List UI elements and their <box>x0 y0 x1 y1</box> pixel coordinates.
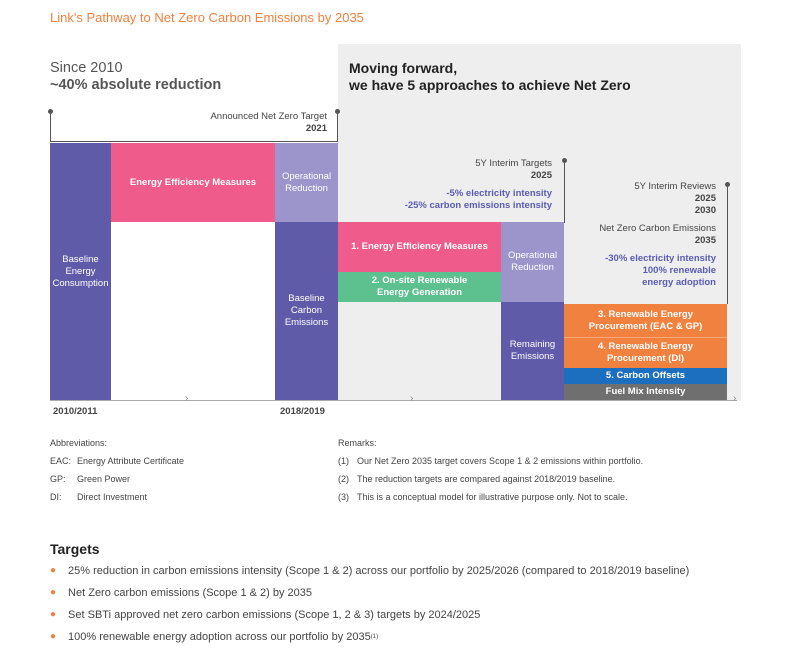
remark-item: (3) This is a conceptual model for illust… <box>338 492 628 502</box>
remaining-emissions-block: Remaining Emissions <box>501 302 564 400</box>
moving-line1: Moving forward, <box>349 60 458 76</box>
remark-item: (1) Our Net Zero 2035 target covers Scope… <box>338 456 644 466</box>
interim-targets-label: 5Y Interim Targets <box>475 158 552 169</box>
operational-reduction-block-1: Operational Reduction <box>275 143 338 222</box>
moving-line2: we have 5 approaches to achieve Net Zero <box>349 77 631 93</box>
bracket-left-dot <box>48 109 53 114</box>
axis-label-2018: 2018/2019 <box>280 406 325 417</box>
footnote-ref: (1) <box>370 634 379 640</box>
axis-label-2010: 2010/2011 <box>53 406 98 417</box>
announced-label: Announced Net Zero Target <box>210 111 327 122</box>
axis-arrow-icon: › <box>185 393 189 404</box>
announced-year: 2021 <box>305 123 327 134</box>
since-line2: ~40% absolute reduction <box>50 77 222 93</box>
target-item: ● Set SBTi approved net zero carbon emiss… <box>50 607 689 629</box>
bracket-bottom-line <box>50 141 338 142</box>
net-zero-year: 2035 <box>694 235 716 246</box>
axis-arrow-icon: › <box>410 393 414 404</box>
remark-item: (2) The reduction targets are compared ag… <box>338 474 616 484</box>
interim-reviews-line <box>727 184 728 304</box>
announced-target-label: Announced Net Zero Target 2021 <box>180 111 327 135</box>
interim-reviews-label: 5Y Interim Reviews <box>634 181 716 192</box>
interim-reviews-item2: 100% renewable <box>642 265 716 276</box>
interim-targets-line <box>564 160 565 223</box>
energy-efficiency-block: Energy Efficiency Measures <box>111 143 275 222</box>
interim-reviews-year2: 2030 <box>694 205 716 216</box>
abbreviations-heading: Abbreviations: <box>50 438 108 448</box>
bullet-icon: ● <box>50 587 57 598</box>
interim-targets-dot <box>562 158 567 163</box>
target-item: ● Net Zero carbon emissions (Scope 1 & 2)… <box>50 585 689 607</box>
interim-reviews-item1: -30% electricity intensity <box>605 253 716 264</box>
targets-list: ● 25% reduction in carbon emissions inten… <box>50 563 689 651</box>
since-2010-heading: Since 2010 ~40% absolute reduction <box>50 60 221 94</box>
interim-targets-item2: -25% carbon emissions intensity <box>404 200 552 211</box>
interim-reviews-item3: energy adoption <box>642 277 716 288</box>
bracket-right-dot <box>335 109 340 114</box>
target-item: ● 25% reduction in carbon emissions inten… <box>50 563 689 585</box>
interim-targets-year: 2025 <box>530 170 552 181</box>
x-axis-line <box>50 400 737 401</box>
interim-targets-block: 5Y Interim Targets 2025 -5% electricity … <box>380 158 552 212</box>
fuel-mix-block: Fuel Mix Intensity <box>564 384 727 400</box>
net-zero-label: Net Zero Carbon Emissions <box>599 223 716 234</box>
operational-reduction-block-2: Operational Reduction <box>501 222 564 302</box>
approach-4-block: 4. Renewable Energy Procurement (DI) <box>564 337 727 368</box>
interim-reviews-block: 5Y Interim Reviews 2025 2030 Net Zero Ca… <box>570 181 716 289</box>
abbreviations-section: Abbreviations: EAC: Energy Attribute Cert… <box>50 434 184 506</box>
targets-heading: Targets <box>50 541 100 557</box>
page-title: Link's Pathway to Net Zero Carbon Emissi… <box>50 10 364 25</box>
interim-reviews-year1: 2025 <box>694 193 716 204</box>
approach-2-block: 2. On-site Renewable Energy Generation <box>338 272 501 302</box>
axis-end-arrow-icon: › <box>733 393 737 404</box>
moving-forward-heading: Moving forward, we have 5 approaches to … <box>349 60 631 94</box>
bracket-left-line <box>50 111 51 141</box>
target-item: ● 100% renewable energy adoption across o… <box>50 629 689 651</box>
abbreviation-item: EAC: Energy Attribute Certificate <box>50 456 185 466</box>
abbreviation-item: DI: Direct Investment <box>50 492 148 502</box>
bullet-icon: ● <box>50 631 57 642</box>
remarks-section: Remarks: (1) Our Net Zero 2035 target cov… <box>338 434 643 506</box>
remarks-heading: Remarks: <box>338 438 377 448</box>
approach-5-block: 5. Carbon Offsets <box>564 368 727 384</box>
approach-1-block: 1. Energy Efficiency Measures <box>338 222 501 272</box>
approach-3-block: 3. Renewable Energy Procurement (EAC & G… <box>564 304 727 337</box>
interim-reviews-dot <box>725 182 730 187</box>
abbreviation-item: GP: Green Power <box>50 474 131 484</box>
baseline-carbon-block: Baseline Carbon Emissions <box>275 222 338 400</box>
bullet-icon: ● <box>50 565 57 576</box>
bracket-right-line <box>337 111 338 141</box>
since-line1: Since 2010 <box>50 60 123 76</box>
interim-targets-item1: -5% electricity intensity <box>446 188 552 199</box>
baseline-energy-block: Baseline Energy Consumption <box>50 143 111 400</box>
bullet-icon: ● <box>50 609 57 620</box>
